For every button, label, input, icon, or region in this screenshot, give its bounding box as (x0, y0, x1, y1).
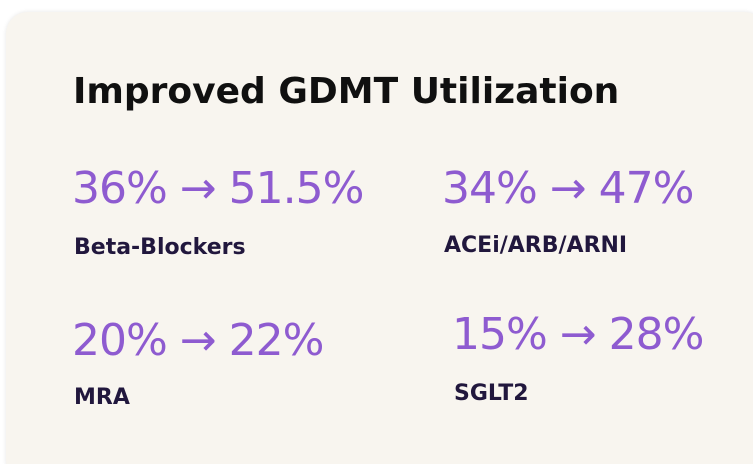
stat-value: 36% → 51.5% (72, 163, 364, 214)
stat-beta-blockers: 36% → 51.5% Beta-Blockers (72, 162, 364, 260)
card-title: Improved GDMT Utilization (73, 71, 620, 112)
stat-sglt2: 15% → 28% SGLT2 (452, 308, 704, 406)
stat-label: MRA (74, 385, 130, 410)
stat-value: 15% → 28% (452, 309, 704, 360)
stat-acei-arb-arni: 34% → 47% ACEi/ARB/ARNI (442, 162, 694, 258)
stat-value: 20% → 22% (72, 315, 324, 366)
stat-label: ACEi/ARB/ARNI (444, 233, 628, 258)
gdmt-card: Improved GDMT Utilization 36% → 51.5% Be… (6, 12, 753, 464)
stat-mra: 20% → 22% MRA (72, 314, 324, 410)
stat-label: SGLT2 (454, 381, 529, 406)
stat-label: Beta-Blockers (74, 235, 246, 260)
stat-value: 34% → 47% (442, 163, 694, 214)
